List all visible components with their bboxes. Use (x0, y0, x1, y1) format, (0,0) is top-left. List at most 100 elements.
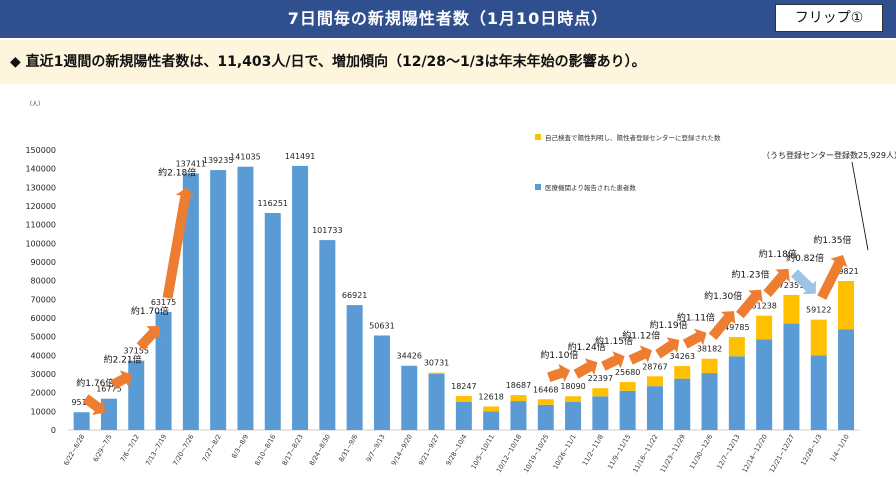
bar-total-label: 79821 (833, 267, 858, 276)
x-tick-label: 11/2~11/8 (581, 433, 605, 467)
ratio-arrow (136, 326, 161, 351)
bar-self-test (510, 395, 527, 402)
x-axis-tick-labels: 6/22~6/28 6/29~7/5 7/6~7/12 7/13~7/19 7/20~7… (62, 433, 851, 474)
bar-medical (237, 166, 254, 430)
x-tick-label: 11/9~11/15 (606, 433, 632, 471)
bars-group (73, 165, 855, 431)
page-title: 7日間毎の新規陽性者数（1月10日時点） (287, 9, 609, 28)
bar-medical (646, 386, 663, 430)
ratio-label: 約1.10倍 (540, 349, 578, 361)
ratio-arrow (82, 394, 105, 415)
bar-medical (592, 396, 609, 430)
x-tick-label: 12/7~12/13 (715, 433, 741, 471)
y-tick-label: 150000 (25, 146, 56, 155)
ratio-arrow (162, 187, 195, 299)
bar-total-label: 37155 (124, 347, 149, 356)
ratio-arrow (791, 269, 816, 295)
bar-self-test (592, 388, 609, 397)
bar-self-test (428, 372, 445, 374)
x-tick-label: 9/21~9/27 (417, 433, 441, 467)
x-tick-label: 11/23~11/29 (659, 433, 687, 474)
bar-total-label: 59122 (806, 306, 831, 315)
bar-self-test (565, 396, 582, 402)
bar-total-label: 30731 (424, 359, 449, 368)
y-tick-label: 140000 (25, 165, 56, 174)
bar-medical (783, 323, 800, 430)
bar-medical (128, 360, 145, 430)
covid-cases-bar-chart: （人） 0 10000 20000 30000 40000 50000 60000 70000… (25, 101, 896, 474)
header-bar: 7日間毎の新規陽性者数（1月10日時点） フリップ① (0, 0, 896, 38)
y-tick-label: 90000 (31, 258, 56, 267)
x-tick-label: 12/28~1/3 (799, 433, 823, 467)
bar-self-test (537, 399, 554, 405)
bar-total-label: 137411 (176, 159, 207, 168)
bar-medical (210, 170, 227, 430)
registered-annotation: （うち登録センター登録数25,929人） (762, 150, 896, 160)
bar-medical (401, 365, 418, 430)
ratio-arrow (655, 337, 680, 359)
bar-medical (565, 402, 582, 430)
bar-medical (155, 312, 172, 430)
bar-total-label: 18687 (506, 381, 531, 390)
ratio-arrow (547, 364, 571, 383)
y-tick-label: 30000 (31, 370, 56, 379)
y-axis: 0 10000 20000 30000 40000 50000 60000 70000 8000… (25, 146, 860, 435)
bar-self-test (838, 281, 855, 330)
x-tick-label: 10/19~10/25 (522, 433, 550, 474)
bar-self-test (756, 315, 773, 340)
x-tick-label: 8/31~9/6 (337, 433, 359, 463)
bar-self-test (483, 406, 500, 412)
y-tick-label: 120000 (25, 202, 56, 211)
legend-swatch-medical (535, 184, 541, 190)
ratio-arrow (628, 345, 652, 365)
bar-self-test (674, 366, 691, 379)
legend-label-self-test: 自己検査で陽性判明し、陽性者登録センターに登録された数 (545, 133, 721, 142)
bar-total-label: 16468 (533, 385, 558, 394)
bar-total-label: 63175 (151, 298, 176, 307)
bar-self-test (619, 382, 636, 391)
ratio-label: 約1.35倍 (813, 234, 851, 246)
ratio-label: 約2.18倍 (158, 166, 196, 178)
x-tick-label: 8/10~8/16 (253, 433, 277, 467)
bar-total-label: 50631 (369, 321, 394, 330)
bar-total-label: 34426 (397, 352, 422, 361)
bar-medical (838, 329, 855, 430)
bar-medical (674, 378, 691, 430)
bar-self-test (646, 376, 663, 387)
bar-total-label: 72351 (779, 281, 804, 290)
bar-medical (701, 373, 718, 430)
bar-medical (346, 305, 363, 430)
bar-total-label: 141035 (230, 153, 261, 162)
bar-medical (264, 212, 281, 430)
bar-total-label: 116251 (257, 199, 288, 208)
ratio-label: 約2.21倍 (104, 354, 142, 366)
bar-total-label: 139235 (203, 156, 234, 165)
legend-swatch-self-test (535, 134, 541, 140)
y-tick-label: 50000 (31, 333, 56, 342)
bar-medical (455, 402, 472, 430)
summary-text: ◆ 直近1週間の新規陽性者数は、11,403人/日で、増加傾向（12/28〜1/… (10, 54, 646, 70)
x-tick-label: 8/17~8/23 (281, 433, 305, 467)
ratio-label: 約0.82倍 (786, 252, 824, 264)
ratio-arrow (601, 351, 625, 371)
bar-total-label: 38182 (697, 345, 722, 354)
y-tick-label: 0 (51, 426, 56, 435)
bar-total-label: 12618 (478, 392, 503, 401)
bar-total-label: 66921 (342, 291, 367, 300)
bar-total-label: 28767 (642, 362, 667, 371)
y-tick-label: 80000 (31, 277, 56, 286)
y-tick-label: 70000 (31, 295, 56, 304)
x-tick-label: 10/12~10/18 (495, 433, 523, 474)
bar-medical (756, 339, 773, 430)
y-tick-label: 40000 (31, 351, 56, 360)
bar-self-test (810, 319, 827, 356)
y-tick-label: 130000 (25, 183, 56, 192)
ratio-arrow (736, 289, 763, 319)
ratio-arrow (110, 370, 133, 390)
bar-medical (319, 240, 336, 430)
bar-total-label: 141491 (285, 152, 316, 161)
x-tick-label: 7/6~7/12 (119, 433, 141, 463)
x-tick-label: 7/20~7/26 (171, 433, 195, 467)
y-axis-unit: （人） (26, 101, 44, 108)
